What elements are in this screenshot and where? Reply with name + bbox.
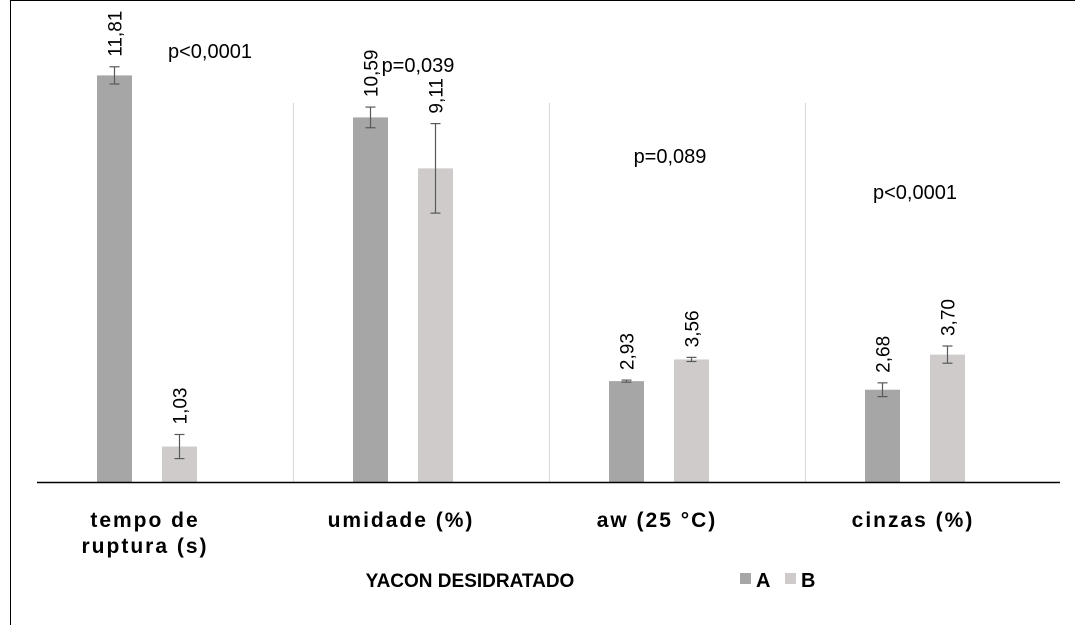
- data-label-a-2: 10,59: [362, 50, 383, 98]
- category-separators: [293, 103, 806, 482]
- error-bar-b-4: [942, 345, 953, 364]
- data-label-b-2: 9,11: [427, 78, 448, 114]
- p-value-4: p<0,0001: [873, 182, 957, 204]
- bar-a-2: [353, 117, 388, 482]
- p-value-annotations: p<0,0001 p=0,039 p=0,089 p<0,0001: [168, 41, 957, 204]
- bar-b-4: [930, 354, 965, 482]
- data-label-b-1: 1,03: [171, 388, 192, 425]
- bar-b-3: [674, 359, 709, 482]
- legend-swatch-b: [785, 573, 796, 584]
- bars: [97, 75, 965, 483]
- data-label-a-1: 11,81: [106, 11, 127, 57]
- p-value-3: p=0,089: [634, 146, 707, 168]
- p-value-2: p=0,039: [382, 55, 455, 77]
- category-label-1: tempo de ruptura (s): [82, 509, 209, 558]
- data-label-a-3: 2,93: [618, 333, 639, 370]
- error-bar-b-1: [174, 433, 185, 460]
- error-bar-a-2: [365, 106, 376, 129]
- error-bars: [109, 66, 953, 460]
- p-value-1: p<0,0001: [168, 41, 252, 63]
- error-bar-a-1: [109, 66, 120, 85]
- data-label-b-3: 3,56: [683, 310, 704, 347]
- error-bar-a-4: [877, 382, 888, 398]
- bar-a-4: [865, 389, 900, 482]
- bar-b-2: [418, 168, 453, 482]
- category-label-2: umidade (%): [328, 509, 475, 532]
- data-label-b-4: 3,70: [939, 299, 960, 336]
- error-bar-b-2: [430, 122, 441, 214]
- legend-title: YACON DESIDRATADO: [366, 571, 575, 592]
- category-labels: tempo de ruptura (s) umidade (%) aw (25 °C)…: [82, 509, 975, 558]
- legend-label-b: B: [801, 570, 815, 592]
- legend-item-a: A: [740, 570, 770, 592]
- legend-label-a: A: [756, 570, 770, 592]
- legend-item-b: B: [785, 570, 815, 592]
- error-bar-a-3: [621, 379, 632, 383]
- chart-border: [10, 0, 1075, 625]
- bar-a-1: [97, 75, 132, 483]
- category-label-4: cinzas (%): [852, 509, 975, 532]
- legend-swatch-a: [740, 573, 751, 584]
- category-label-3: aw (25 °C): [597, 509, 718, 532]
- error-bar-b-3: [686, 356, 697, 363]
- bar-a-3: [609, 381, 644, 482]
- data-labels: 11,81 1,03 10,59 9,11 2,93 3,56 2,68 3,70: [106, 11, 960, 425]
- data-label-a-4: 2,68: [874, 336, 895, 373]
